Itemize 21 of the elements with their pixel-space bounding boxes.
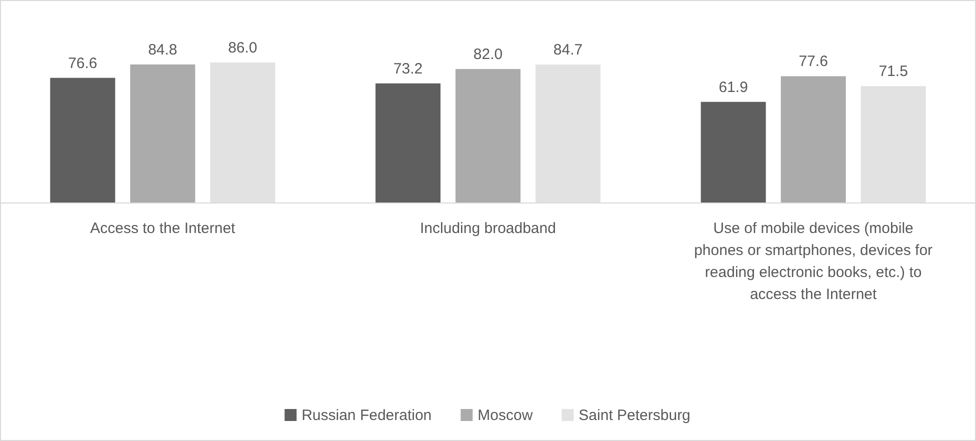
bar bbox=[456, 69, 520, 203]
data-label: 84.8 bbox=[148, 41, 178, 58]
data-label: 84.7 bbox=[553, 42, 583, 59]
data-label: 71.5 bbox=[878, 63, 908, 80]
legend-label: Saint Petersburg bbox=[578, 407, 690, 424]
bar bbox=[130, 64, 196, 203]
data-label: 86.0 bbox=[228, 39, 258, 56]
legend-label: Russian Federation bbox=[302, 407, 432, 424]
x-tick-label: Including broadband bbox=[420, 220, 556, 237]
data-label: 77.6 bbox=[798, 53, 828, 70]
data-label: 73.2 bbox=[393, 60, 423, 78]
data-label: 61.9 bbox=[718, 78, 748, 96]
x-tick-label: Use of mobile devices (mobile phones or smartphones, devices for reading electronic books, etc.) to access the Internet bbox=[694, 220, 933, 303]
legend-label: Moscow bbox=[478, 407, 533, 424]
bar bbox=[376, 83, 440, 203]
bar bbox=[50, 78, 116, 203]
bar bbox=[700, 102, 766, 203]
data-label: 76.6 bbox=[68, 54, 98, 72]
data-label: 82.0 bbox=[473, 46, 503, 64]
bar bbox=[780, 76, 846, 203]
x-tick-label: Access to the Internet bbox=[90, 220, 236, 237]
